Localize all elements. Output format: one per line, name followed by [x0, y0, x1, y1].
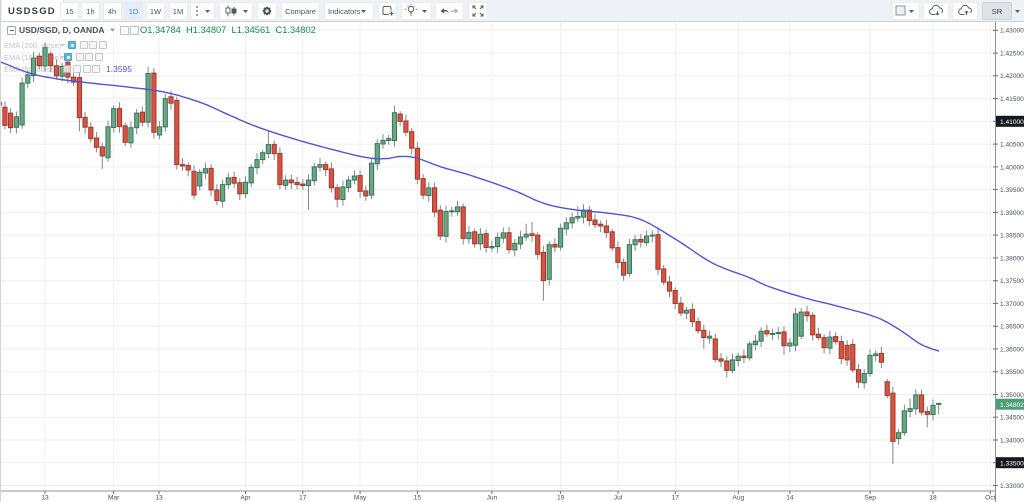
svg-text:1.42000: 1.42000: [1000, 73, 1024, 80]
svg-text:1.41500: 1.41500: [1000, 96, 1024, 103]
svg-text:1.36000: 1.36000: [1000, 346, 1024, 353]
svg-text:17: 17: [299, 495, 307, 502]
svg-text:1.37500: 1.37500: [1000, 278, 1024, 285]
svg-text:13: 13: [155, 495, 163, 502]
svg-text:1.41000: 1.41000: [1000, 119, 1024, 126]
svg-text:1.33000: 1.33000: [1000, 483, 1024, 490]
svg-text:May: May: [354, 495, 367, 502]
svg-text:1.42500: 1.42500: [1000, 51, 1024, 58]
svg-text:1.34802: 1.34802: [1000, 402, 1024, 409]
svg-text:Sep: Sep: [864, 495, 876, 502]
svg-text:1.38500: 1.38500: [1000, 233, 1024, 240]
svg-text:14: 14: [786, 495, 794, 502]
svg-text:1.35000: 1.35000: [1000, 392, 1024, 399]
svg-text:19: 19: [557, 495, 565, 502]
svg-text:13: 13: [41, 495, 49, 502]
svg-text:Jun: Jun: [487, 495, 498, 502]
svg-text:1.39000: 1.39000: [1000, 210, 1024, 217]
svg-text:17: 17: [672, 495, 680, 502]
svg-text:1.40000: 1.40000: [1000, 164, 1024, 171]
svg-text:1.34500: 1.34500: [1000, 415, 1024, 422]
svg-text:Aug: Aug: [732, 495, 744, 502]
svg-text:1.43000: 1.43000: [1000, 28, 1024, 35]
svg-text:1.35500: 1.35500: [1000, 369, 1024, 376]
svg-text:Jul: Jul: [614, 495, 623, 502]
svg-text:1.38000: 1.38000: [1000, 255, 1024, 262]
svg-text:18: 18: [929, 495, 937, 502]
svg-text:1.40500: 1.40500: [1000, 142, 1024, 149]
svg-text:1.37000: 1.37000: [1000, 301, 1024, 308]
svg-text:Apr: Apr: [240, 495, 251, 502]
svg-text:1.39500: 1.39500: [1000, 187, 1024, 194]
svg-text:1.34000: 1.34000: [1000, 437, 1024, 444]
svg-text:Mar: Mar: [108, 495, 120, 502]
svg-text:15: 15: [414, 495, 422, 502]
svg-text:1.36500: 1.36500: [1000, 324, 1024, 331]
svg-text:1.33500: 1.33500: [1000, 460, 1024, 467]
svg-text:Oct: Oct: [985, 495, 995, 502]
